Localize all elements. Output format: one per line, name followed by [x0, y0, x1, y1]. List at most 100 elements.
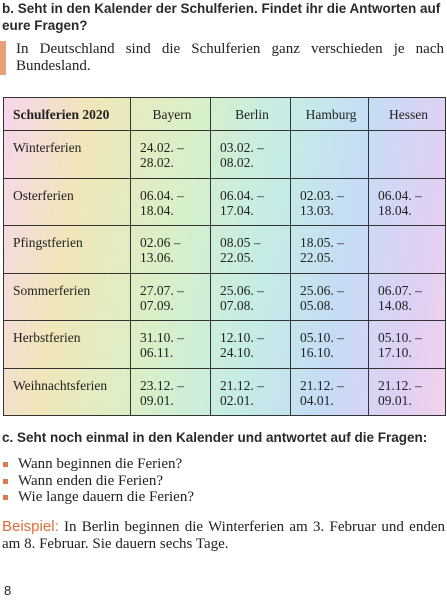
- row-header: Weihnachtsferien: [3, 367, 131, 416]
- date-line: 17.10.: [378, 345, 412, 360]
- task-heading-line: b. Seht in den Kalender der Schulferien.…: [2, 1, 441, 16]
- date-line: 14.08.: [378, 297, 412, 313]
- date-line: 02.01.: [220, 392, 254, 408]
- date-line: 28.02.: [140, 155, 174, 170]
- date-line: 13.06.: [140, 250, 174, 265]
- date-cell: 21.12. –04.01.: [290, 367, 369, 416]
- date-line: 06.04. –: [140, 187, 184, 203]
- date-line: 25.06. –: [220, 282, 264, 298]
- date-cell: 25.06. –07.08.: [210, 272, 291, 321]
- example-text: In Berlin beginnen die Winterferien am 3…: [2, 519, 445, 552]
- table-row: Osterferien 06.04. –18.04. 06.04. –17.04. 0…: [3, 177, 446, 226]
- row-header: Osterferien: [3, 177, 131, 226]
- date-line: 21.12. –: [300, 377, 344, 393]
- date-cell: [368, 130, 446, 179]
- date-line: 16.10.: [300, 345, 334, 360]
- date-line: 25.06. –: [300, 282, 344, 298]
- date-line: 09.01.: [140, 392, 174, 408]
- date-line: 13.03.: [300, 202, 334, 218]
- date-cell: 05.10. –16.10.: [290, 320, 369, 369]
- date-line: 04.01.: [300, 392, 334, 408]
- row-header: Pfingstferien: [3, 225, 131, 274]
- date-cell: 06.04. –18.04.: [368, 177, 446, 226]
- date-cell: 21.12. –02.01.: [210, 367, 291, 416]
- question-list: Wann beginnen die Ferien? Wann enden die …: [0, 456, 194, 506]
- task-heading: c. Seht noch einmal in den Kalender und …: [2, 430, 428, 445]
- date-line: 06.04. –: [220, 187, 264, 203]
- date-cell: 18.05. –22.05.: [290, 225, 369, 274]
- table-row: Pfingstferien 02.06 –13.06. 08.05 –22.05. 1…: [3, 225, 446, 274]
- date-line: 27.07. –: [140, 282, 184, 298]
- date-cell: 23.12. –09.01.: [130, 367, 211, 416]
- date-line: 06.11.: [140, 345, 174, 360]
- date-cell: 12.10. –24.10.: [210, 320, 291, 369]
- date-line: 05.10. –: [300, 330, 344, 345]
- date-line: 03.02. –: [220, 140, 264, 155]
- note-bar: [0, 41, 6, 75]
- date-cell: 06.07. –14.08.: [368, 272, 446, 321]
- date-cell: 05.10. –17.10.: [368, 320, 446, 369]
- date-line: 07.08.: [220, 297, 254, 313]
- example: Beispiel: In Berlin beginnen die Winterf…: [2, 518, 445, 553]
- column-header: Bayern: [130, 97, 211, 131]
- date-line: 17.04.: [220, 202, 254, 218]
- table-row: Weihnachtsferien 23.12. –09.01. 21.12. –02…: [3, 367, 446, 416]
- date-cell: 24.02. –28.02.: [130, 130, 211, 179]
- date-cell: 25.06. –05.08.: [290, 272, 369, 321]
- date-line: 06.07. –: [378, 282, 422, 298]
- date-line: 18.04.: [140, 202, 174, 218]
- column-header: Berlin: [210, 97, 291, 131]
- date-line: 21.12. –: [378, 377, 422, 393]
- column-header: Hessen: [368, 97, 446, 131]
- table: Schulferien 2020 Bayern Berlin Hamburg Hesse…: [3, 97, 446, 416]
- date-line: 02.03. –: [300, 187, 344, 203]
- date-line: 18.04.: [378, 202, 412, 218]
- date-cell: [368, 225, 446, 274]
- date-cell: 31.10. –06.11.: [130, 320, 211, 369]
- row-header: Winterferien: [3, 130, 131, 179]
- date-line: 18.05. –: [300, 235, 344, 250]
- date-cell: [290, 130, 369, 179]
- date-line: 08.05 –: [220, 235, 261, 250]
- date-line: 07.09.: [140, 297, 174, 313]
- date-line: 12.10. –: [220, 330, 264, 345]
- date-cell: 27.07. –07.09.: [130, 272, 211, 321]
- question: Wie lange dauern die Ferien?: [0, 489, 194, 506]
- note: In Deutschland sind die Schulferien ganz…: [0, 41, 445, 77]
- date-cell: 06.04. –17.04.: [210, 177, 291, 226]
- date-line: 22.05.: [300, 250, 334, 265]
- question: Wann beginnen die Ferien?: [0, 456, 194, 473]
- column-header: Hamburg: [290, 97, 369, 131]
- task-heading: b. Seht in den Kalender der Schulferien.…: [2, 0, 447, 34]
- date-cell: 21.12. –09.01.: [368, 367, 446, 416]
- date-line: 09.01.: [378, 392, 412, 408]
- table-row: Winterferien 24.02. –28.02. 03.02. –08.02.: [3, 130, 446, 179]
- date-line: 02.06 –: [140, 235, 181, 250]
- table-row: Sommerferien 27.07. –07.09. 25.06. –07.08.…: [3, 272, 446, 321]
- date-line: 24.02. –: [140, 140, 184, 155]
- note-text: In Deutschland sind die Schulferien ganz…: [16, 41, 444, 74]
- date-cell: 03.02. –08.02.: [210, 130, 291, 179]
- date-line: 05.10. –: [378, 330, 422, 345]
- date-cell: 08.05 –22.05.: [210, 225, 291, 274]
- table-row: Herbstferien 31.10. –06.11. 12.10. –24.10.…: [3, 320, 446, 369]
- row-header: Sommerferien: [3, 272, 131, 321]
- date-line: 23.12. –: [140, 377, 184, 393]
- date-cell: 06.04. –18.04.: [130, 177, 211, 226]
- holiday-table: Schulferien 2020 Bayern Berlin Hamburg Hesse…: [3, 97, 446, 416]
- date-line: 08.02.: [220, 155, 254, 170]
- page-number: 8: [4, 583, 12, 598]
- row-header: Herbstferien: [3, 320, 131, 369]
- date-line: 31.10. –: [140, 330, 184, 345]
- date-cell: 02.03. –13.03.: [290, 177, 369, 226]
- date-line: 05.08.: [300, 297, 334, 313]
- example-label: Beispiel:: [2, 518, 59, 535]
- date-line: 21.12. –: [220, 377, 264, 393]
- date-line: 24.10.: [220, 345, 254, 360]
- question: Wann enden die Ferien?: [0, 473, 194, 490]
- date-cell: 02.06 –13.06.: [130, 225, 211, 274]
- column-header: Schulferien 2020: [3, 97, 131, 131]
- table-body: Winterferien 24.02. –28.02. 03.02. –08.02.…: [3, 130, 446, 416]
- date-line: 22.05.: [220, 250, 254, 265]
